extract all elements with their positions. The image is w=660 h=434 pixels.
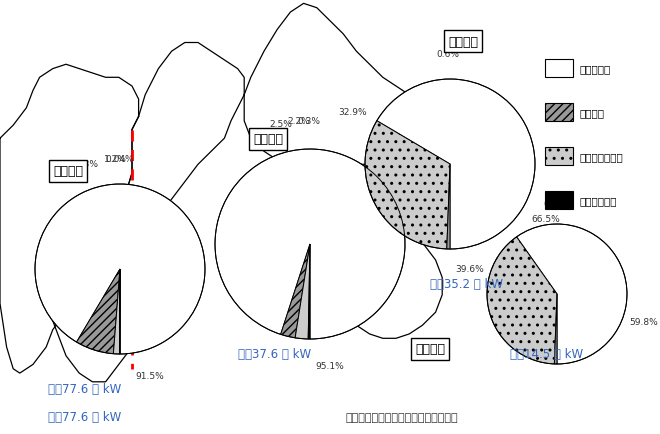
Wedge shape (377, 80, 535, 250)
Text: 95.1%: 95.1% (315, 362, 344, 371)
Wedge shape (114, 270, 120, 354)
Text: 39.6%: 39.6% (455, 264, 484, 273)
Text: 太陽光発電: 太陽光発電 (579, 64, 611, 74)
Text: 計：77.6 万 kW: 計：77.6 万 kW (48, 411, 121, 424)
Bar (545, 104, 573, 122)
Text: 風力発電: 風力発電 (579, 108, 604, 118)
Text: 66.5%: 66.5% (531, 215, 560, 224)
Wedge shape (35, 184, 205, 354)
Text: 中部地域: 中部地域 (253, 133, 283, 146)
Text: 西部地域: 西部地域 (53, 165, 83, 178)
Wedge shape (487, 237, 557, 364)
Wedge shape (308, 244, 310, 339)
Wedge shape (447, 164, 450, 250)
Text: 1.2%: 1.2% (104, 155, 127, 164)
Text: 計：35.2 万 kW: 計：35.2 万 kW (430, 278, 503, 291)
Text: 2.2%: 2.2% (288, 117, 311, 126)
Wedge shape (215, 150, 405, 339)
Text: 0.6%: 0.6% (544, 199, 567, 208)
Text: 計：77.6 万 kW: 計：77.6 万 kW (48, 383, 121, 395)
Text: 32.9%: 32.9% (339, 107, 368, 116)
Text: 計：14.5 万 kW: 計：14.5 万 kW (510, 348, 583, 361)
Bar (545, 148, 573, 166)
Wedge shape (554, 294, 557, 364)
Text: 注）固定価格買取制度による導入容量: 注）固定価格買取制度による導入容量 (345, 412, 457, 422)
Text: 中小水力発電: 中小水力発電 (579, 196, 616, 206)
Text: 0.3%: 0.3% (298, 117, 320, 126)
Text: 0.04%: 0.04% (106, 155, 134, 164)
Bar (545, 60, 573, 78)
Wedge shape (365, 122, 450, 250)
Bar (545, 191, 573, 210)
Text: 59.8%: 59.8% (630, 317, 658, 326)
Text: 2.5%: 2.5% (270, 120, 292, 129)
Text: 計：37.6 万 kW: 計：37.6 万 kW (238, 348, 311, 361)
Text: 伊豆地域: 伊豆地域 (415, 343, 445, 356)
Text: 91.5%: 91.5% (135, 371, 164, 380)
Text: 東部地域: 東部地域 (448, 36, 478, 48)
Text: 7.3%: 7.3% (75, 160, 98, 169)
Text: バイオマス発電: バイオマス発電 (579, 151, 623, 161)
Wedge shape (295, 244, 310, 339)
Wedge shape (77, 270, 120, 354)
Wedge shape (280, 244, 310, 338)
Wedge shape (517, 224, 627, 364)
Text: 0.6%: 0.6% (436, 50, 459, 59)
